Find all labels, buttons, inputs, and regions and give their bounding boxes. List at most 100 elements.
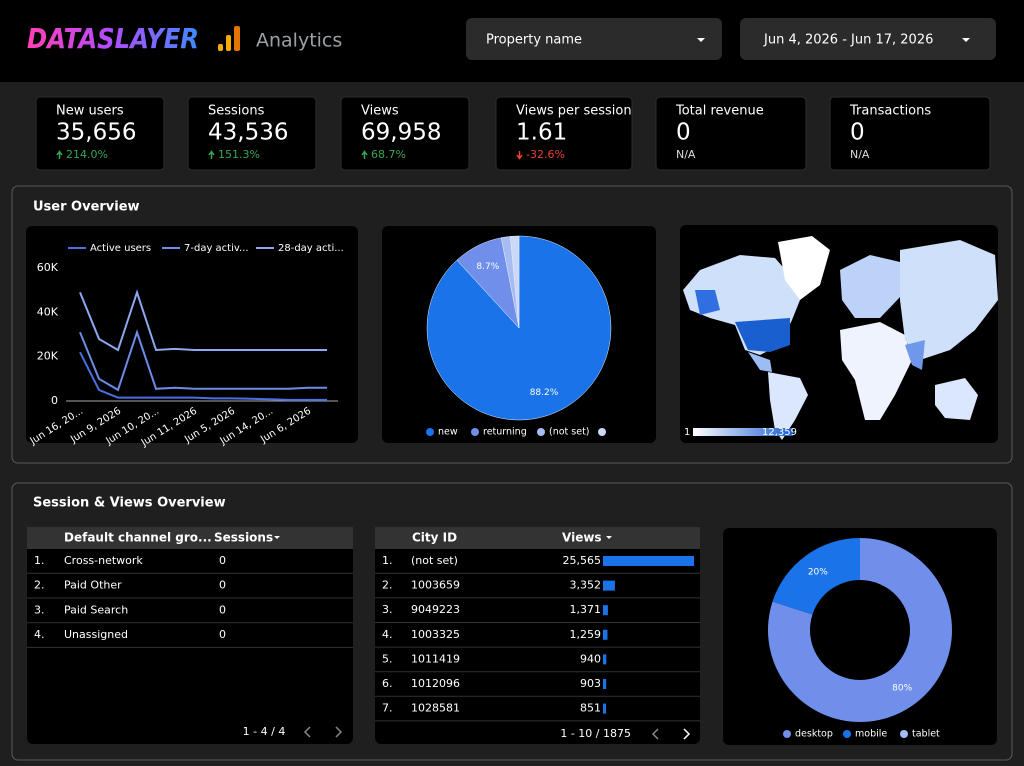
world-map: [683, 236, 998, 440]
city-id: 1028581: [411, 702, 460, 715]
views-bar: [603, 654, 607, 665]
legend-dot: [426, 428, 434, 436]
row-index: 1.: [382, 554, 393, 567]
slice-label: 20%: [808, 567, 828, 577]
trend-arrow: [56, 150, 63, 159]
views-value: 903: [580, 677, 601, 690]
y-tick-label: 60K: [37, 261, 59, 274]
channel-table-panel: [27, 527, 353, 744]
legend-label: 28-day acti...: [278, 243, 344, 254]
date-range-dropdown[interactable]: [740, 18, 996, 60]
next-page[interactable]: [683, 728, 691, 740]
kpi-change: -32.6%: [526, 148, 565, 161]
city-id: 1003659: [411, 579, 460, 592]
city-id: 1011419: [411, 652, 460, 665]
kpi-value: 43,536: [208, 120, 288, 146]
property-dropdown[interactable]: [466, 18, 722, 60]
city-id: 1003325: [411, 628, 460, 641]
kpi-card: [35, 96, 165, 171]
row-index: 7.: [382, 702, 393, 715]
column-header[interactable]: Sessions: [214, 531, 273, 545]
legend-dot: [598, 428, 606, 436]
legend-label: (not set): [549, 427, 590, 438]
row-index: 5.: [382, 652, 393, 665]
kpi-label: Total revenue: [675, 104, 764, 119]
legend-label: tablet: [912, 729, 940, 740]
views-value: 851: [580, 702, 601, 715]
property-dropdown-label: Property name: [486, 33, 582, 48]
brand: DATASLAYER: [27, 22, 199, 55]
column-header[interactable]: Views: [562, 531, 602, 545]
date-range-label: Jun 4, 2026 - Jun 17, 2026: [763, 33, 933, 48]
views-value: 1,259: [570, 628, 602, 641]
kpi-label: Views: [361, 104, 399, 119]
sessions-value: 0: [219, 603, 226, 616]
views-bar: [603, 679, 607, 689]
slice-label: 8.7%: [476, 262, 499, 272]
kpi-change: 214.0%: [66, 148, 108, 161]
legend-label: mobile: [855, 729, 887, 740]
kpi-card: [187, 96, 317, 171]
map-scale-max: 12,359: [762, 427, 797, 438]
kpi-label: Views per session: [516, 104, 632, 119]
table-header: [27, 527, 353, 549]
column-header: Default channel gro...: [64, 531, 212, 545]
row-index: 1.: [34, 554, 45, 567]
views-bar: [603, 629, 608, 640]
pie-slice: [510, 235, 520, 329]
legend-label: Active users: [90, 243, 151, 254]
section-title: Session & Views Overview: [33, 496, 226, 511]
kpi-label: Sessions: [208, 104, 265, 119]
column-header: City ID: [412, 531, 457, 545]
sessions-value: 0: [219, 628, 226, 641]
trend-arrow: [516, 151, 523, 160]
legend-dot: [783, 730, 791, 738]
legend-label: new: [438, 427, 458, 438]
row-index: 4.: [34, 628, 45, 641]
row-index: 2.: [34, 579, 45, 592]
legend-label: desktop: [795, 729, 833, 740]
row-index: 6.: [382, 677, 393, 690]
kpi-value: 0: [850, 120, 865, 146]
row-index: 3.: [34, 603, 45, 616]
section-title: User Overview: [33, 200, 140, 215]
line-series: [79, 351, 327, 401]
product-name: Analytics: [256, 30, 342, 52]
line-series: [79, 289, 327, 352]
analytics-icon: [218, 26, 240, 51]
kpi-card: [829, 96, 991, 171]
legend-dot: [900, 730, 908, 738]
legend-label: returning: [483, 427, 527, 438]
views-bar: [603, 605, 608, 616]
prev-page[interactable]: [303, 726, 311, 738]
dropdown-caret: [697, 38, 705, 42]
table-header: [375, 527, 700, 549]
kpi-change: 151.3%: [218, 148, 260, 161]
channel-name: Cross-network: [64, 554, 143, 567]
city-table-panel: [375, 527, 700, 744]
kpi-label: Transactions: [849, 104, 931, 119]
views-bar: [603, 556, 694, 566]
legend-label: 7-day activ...: [184, 243, 249, 254]
pagination: 1 - 4 / 4: [243, 725, 286, 738]
kpi-card: [495, 96, 633, 171]
kpi-value: 0: [676, 120, 691, 146]
y-tick-label: 0: [51, 394, 58, 407]
kpi-change: N/A: [676, 148, 696, 161]
next-page[interactable]: [335, 726, 343, 738]
channel-name: Paid Search: [64, 603, 128, 616]
kpi-value: 69,958: [361, 120, 441, 146]
kpi-label: New users: [56, 104, 124, 119]
views-value: 1,371: [570, 603, 602, 616]
dropdown-caret: [962, 38, 970, 42]
donut-slice: [768, 538, 953, 722]
kpi-change: N/A: [850, 148, 870, 161]
slice-label: 88.2%: [530, 388, 559, 398]
kpi-value: 35,656: [56, 120, 136, 146]
map-scale-bar: [693, 428, 793, 436]
trend-arrow: [208, 150, 215, 159]
legend-dot: [471, 428, 479, 436]
channel-name: Paid Other: [64, 579, 122, 592]
prev-page[interactable]: [651, 728, 659, 740]
